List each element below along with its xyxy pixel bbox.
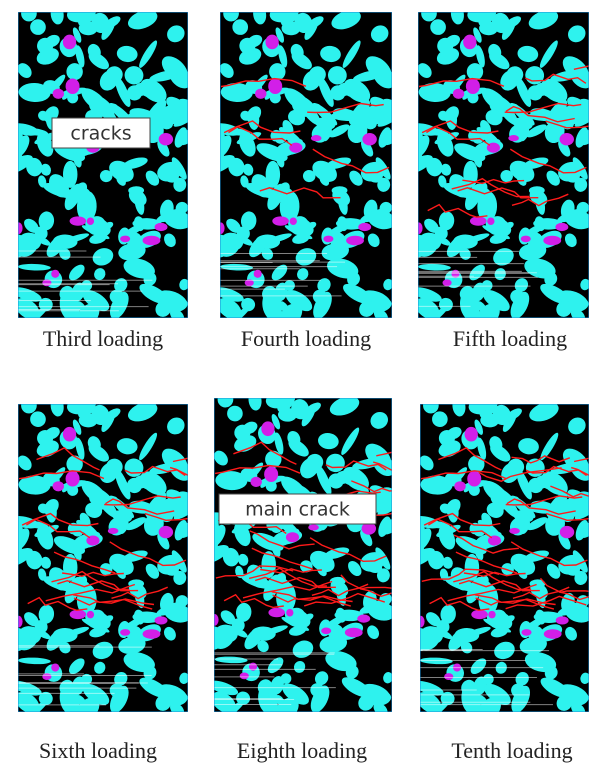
pore <box>159 526 173 538</box>
pore <box>362 133 376 145</box>
caption: Eighth loading <box>237 738 367 763</box>
pore <box>254 270 262 278</box>
pore <box>442 279 451 286</box>
pore <box>14 222 22 234</box>
pore <box>66 79 80 95</box>
pore <box>346 236 364 246</box>
pore <box>286 609 293 617</box>
pore <box>51 663 59 671</box>
pore <box>509 528 520 534</box>
pore <box>120 236 130 243</box>
pore <box>155 616 168 624</box>
pore <box>155 223 168 231</box>
pore <box>560 133 574 145</box>
pore <box>240 672 249 679</box>
pore <box>544 629 562 639</box>
pore <box>345 628 363 638</box>
pore <box>560 526 574 538</box>
pore <box>261 421 274 436</box>
pore <box>543 236 561 246</box>
pore <box>51 270 59 278</box>
pore <box>70 216 87 225</box>
pore <box>357 615 370 623</box>
pore <box>308 524 319 530</box>
pore <box>463 35 476 50</box>
caption: Third loading <box>43 326 163 351</box>
pore <box>454 481 465 491</box>
caption: Sixth loading <box>39 738 157 763</box>
pore <box>487 217 494 225</box>
caption: Fifth loading <box>453 326 567 351</box>
pore <box>311 135 322 141</box>
micrograph <box>2 2 196 329</box>
caption: Fourth loading <box>241 326 371 351</box>
pore <box>143 236 161 246</box>
panels <box>2 2 601 723</box>
pore <box>508 135 519 141</box>
pore <box>471 610 488 619</box>
pore <box>272 216 289 225</box>
pore <box>66 471 80 487</box>
pore <box>323 236 333 243</box>
pore <box>216 222 224 234</box>
pore <box>265 35 278 50</box>
annotation: main crack <box>245 499 350 521</box>
pore <box>120 629 130 636</box>
pore <box>444 673 453 680</box>
pore <box>268 79 282 95</box>
pore <box>210 614 218 626</box>
pore <box>521 629 531 636</box>
pore <box>108 528 119 534</box>
pore <box>63 35 76 50</box>
pore <box>87 611 94 619</box>
pore <box>465 427 478 442</box>
pore <box>290 217 297 225</box>
pore <box>453 89 464 99</box>
pore <box>470 216 487 225</box>
pore <box>416 616 424 628</box>
pore <box>14 616 22 628</box>
pore <box>159 133 173 145</box>
annotation: cracks <box>70 123 131 145</box>
pore <box>488 611 495 619</box>
pore <box>268 608 285 617</box>
pore <box>255 89 266 99</box>
pore <box>87 217 94 225</box>
pore <box>521 236 531 243</box>
pore <box>555 223 568 231</box>
micrograph <box>404 394 601 723</box>
pore <box>143 629 161 639</box>
micrograph <box>402 2 601 329</box>
pore <box>70 610 87 619</box>
pore <box>414 222 422 234</box>
pore <box>250 477 261 487</box>
pore <box>358 223 371 231</box>
pore <box>63 427 76 442</box>
pore <box>321 628 331 635</box>
micrograph <box>198 388 447 723</box>
pore <box>53 481 64 491</box>
figure: cracks Third loading Fourth loading Fifth l… <box>0 0 601 769</box>
micrograph <box>204 2 400 329</box>
pore <box>466 79 480 95</box>
pore <box>53 89 64 99</box>
pore <box>286 532 299 542</box>
caption: Tenth loading <box>451 738 572 763</box>
pore <box>264 466 278 482</box>
micrograph <box>2 394 244 723</box>
pore <box>556 616 569 624</box>
